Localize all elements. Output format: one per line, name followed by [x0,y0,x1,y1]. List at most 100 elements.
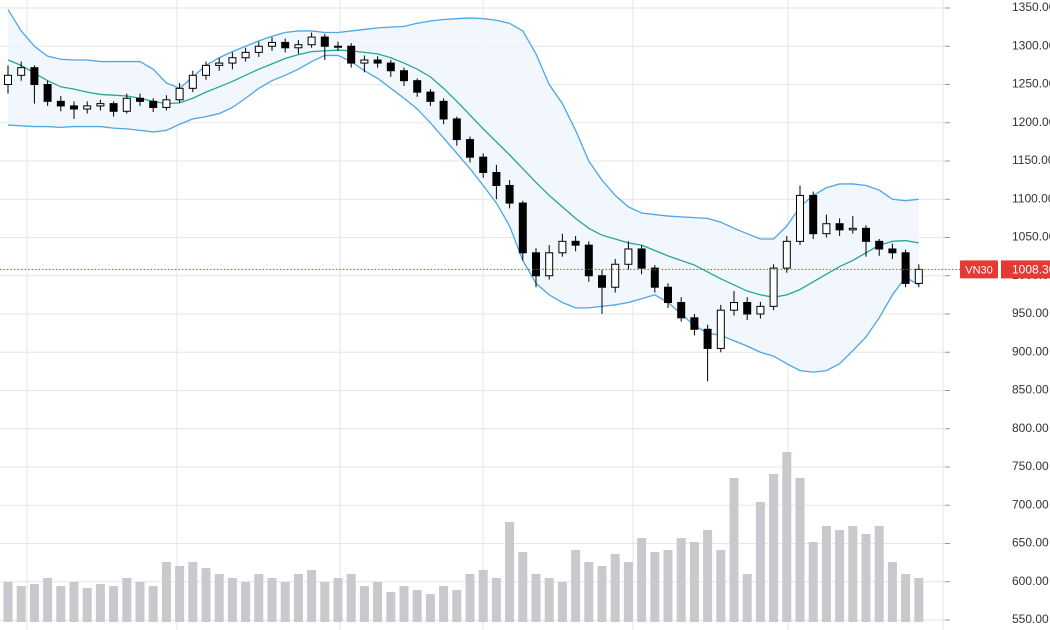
candle-body [162,99,171,108]
candle-body [70,105,78,110]
candle-body [611,263,620,288]
candle-body [360,59,369,64]
candle-body [888,248,897,254]
volume-bar [359,586,369,622]
volume-bar [835,530,845,622]
candle-body [83,105,92,110]
candle-body [56,100,65,107]
volume-bar [861,534,871,622]
candle-body [677,302,686,319]
candle-body [914,268,923,284]
y-tick-label: 550.00 [1012,612,1049,626]
volume-bar [69,582,79,622]
volume-bar [135,582,145,622]
candle-body [268,41,276,47]
y-tick-label: 1350.00 [1012,0,1050,14]
candle-body [413,80,422,93]
volume-bar [307,570,317,622]
volume-bar [821,526,831,622]
volume-bar [56,586,66,622]
candle-body [598,275,606,288]
volume-bar [610,554,620,622]
volume-bar [399,586,409,622]
volume-bar [716,550,726,622]
volume-bar [637,538,647,622]
volume-bar [505,522,515,622]
candle-body [505,184,514,204]
volume-bar [848,526,858,622]
volume-bar [755,502,765,622]
candle-body [848,227,857,231]
candle-body [426,91,435,102]
volume-bar [491,578,501,622]
volume-bar [703,530,713,622]
y-tick-label: 1150.00 [1012,153,1050,167]
volume-bar [742,574,752,622]
last-name-box [960,260,998,279]
candle-body [571,240,580,246]
candle-body [756,305,765,315]
candle-body [4,74,12,85]
candle-body [43,84,52,102]
candle-body [136,97,144,102]
candle-body [624,248,633,265]
y-tick-label: 800.00 [1012,421,1049,435]
candle-body [796,194,804,242]
volume-bar [769,474,779,622]
middle-band [7,49,919,298]
last-price-label: 1008.30 [1012,263,1050,277]
candle-body [334,45,342,48]
volume-bar [465,574,475,622]
volume-bar [227,578,237,622]
upper-band [7,9,919,240]
volume-bar [201,568,211,622]
volume-bar [333,578,343,622]
volume-bar [808,542,818,622]
volume-bar [373,582,383,622]
volume-bar [729,478,739,622]
candle-body [782,240,791,269]
y-tick-label: 650.00 [1012,536,1049,550]
candle-body [109,103,118,112]
volume-bar [584,562,594,622]
candle-body [96,103,105,107]
volume-bar [597,566,607,622]
y-tick-label: 1200.00 [1012,115,1050,129]
candle-body [241,51,250,59]
candle-body [294,44,303,49]
volume-bar [623,562,633,622]
volume-bar [478,570,488,622]
volume-bar [148,586,158,622]
candle-body [479,156,488,173]
volume-bar [267,578,277,622]
volume-bar [95,584,105,622]
candle-body [558,240,567,254]
y-tick-label: 850.00 [1012,383,1049,397]
candle-body [202,64,210,76]
volume-bar [874,526,884,622]
candle-body [188,74,197,89]
volume-bar [254,574,264,622]
candle-body [281,41,290,49]
volume-bar [663,550,673,622]
candle-body [545,252,554,277]
candle-body [320,36,329,47]
volume-bar [650,552,660,622]
candle-body [452,118,461,141]
lower-band [7,54,920,373]
candle-body [822,223,831,235]
volume-bar [676,538,686,622]
volume-bar [689,542,699,622]
volume-bar [320,582,330,622]
candle-body [122,97,131,112]
volume-bar [412,590,422,622]
candle-body [730,302,738,311]
volume-bar [293,574,303,622]
candle-body [809,194,818,235]
volume-bar [887,562,897,622]
volume-bar [161,562,171,622]
candle-body [175,87,184,101]
candle-body [254,45,263,53]
